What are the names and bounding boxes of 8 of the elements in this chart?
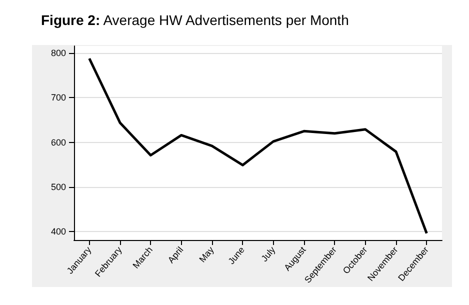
line-series (88, 57, 428, 235)
y-tick-label: 700 (50, 92, 66, 103)
y-tick-label: 600 (50, 137, 66, 148)
y-tick-label: 800 (50, 48, 66, 58)
x-tick-label: July (259, 244, 278, 264)
y-tick-label: 400 (50, 226, 66, 237)
y-tick-label: 500 (50, 182, 66, 192)
chart-title: Figure 2: Average HW Advertisements per Month (41, 12, 349, 28)
